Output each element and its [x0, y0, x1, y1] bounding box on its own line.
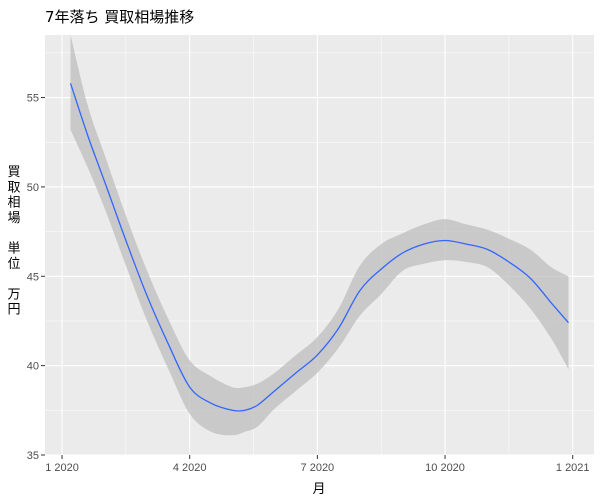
y-axis-title-text: 買取相場 単位 万円 — [7, 165, 20, 318]
x-tick-label-0: 1 2020 — [45, 462, 79, 474]
x-axis: 1 2020 4 2020 7 2020 10 2020 1 2021 — [45, 455, 590, 474]
x-tick-label-3: 10 2020 — [425, 462, 465, 474]
x-tick-label-1: 4 2020 — [173, 462, 207, 474]
x-axis-title: 月 — [312, 482, 325, 497]
x-tick-label-4: 1 2021 — [556, 462, 590, 474]
y-tick-label-4: 55 — [27, 93, 39, 105]
y-tick-label-0: 35 — [27, 450, 39, 462]
trend-line — [69, 83, 569, 412]
y-axis-title: 買取相場 単位 万円 — [7, 165, 20, 318]
y-tick-label-1: 40 — [27, 361, 39, 373]
confidence-ribbon — [70, 35, 569, 436]
x-tick-label-2: 7 2020 — [301, 462, 335, 474]
y-axis: 35 40 45 50 55 — [27, 93, 45, 462]
y-tick-label-3: 50 — [27, 182, 39, 194]
chart-title: 7年落ち 買取相場推移 — [45, 8, 195, 26]
y-tick-label-2: 45 — [27, 271, 39, 283]
